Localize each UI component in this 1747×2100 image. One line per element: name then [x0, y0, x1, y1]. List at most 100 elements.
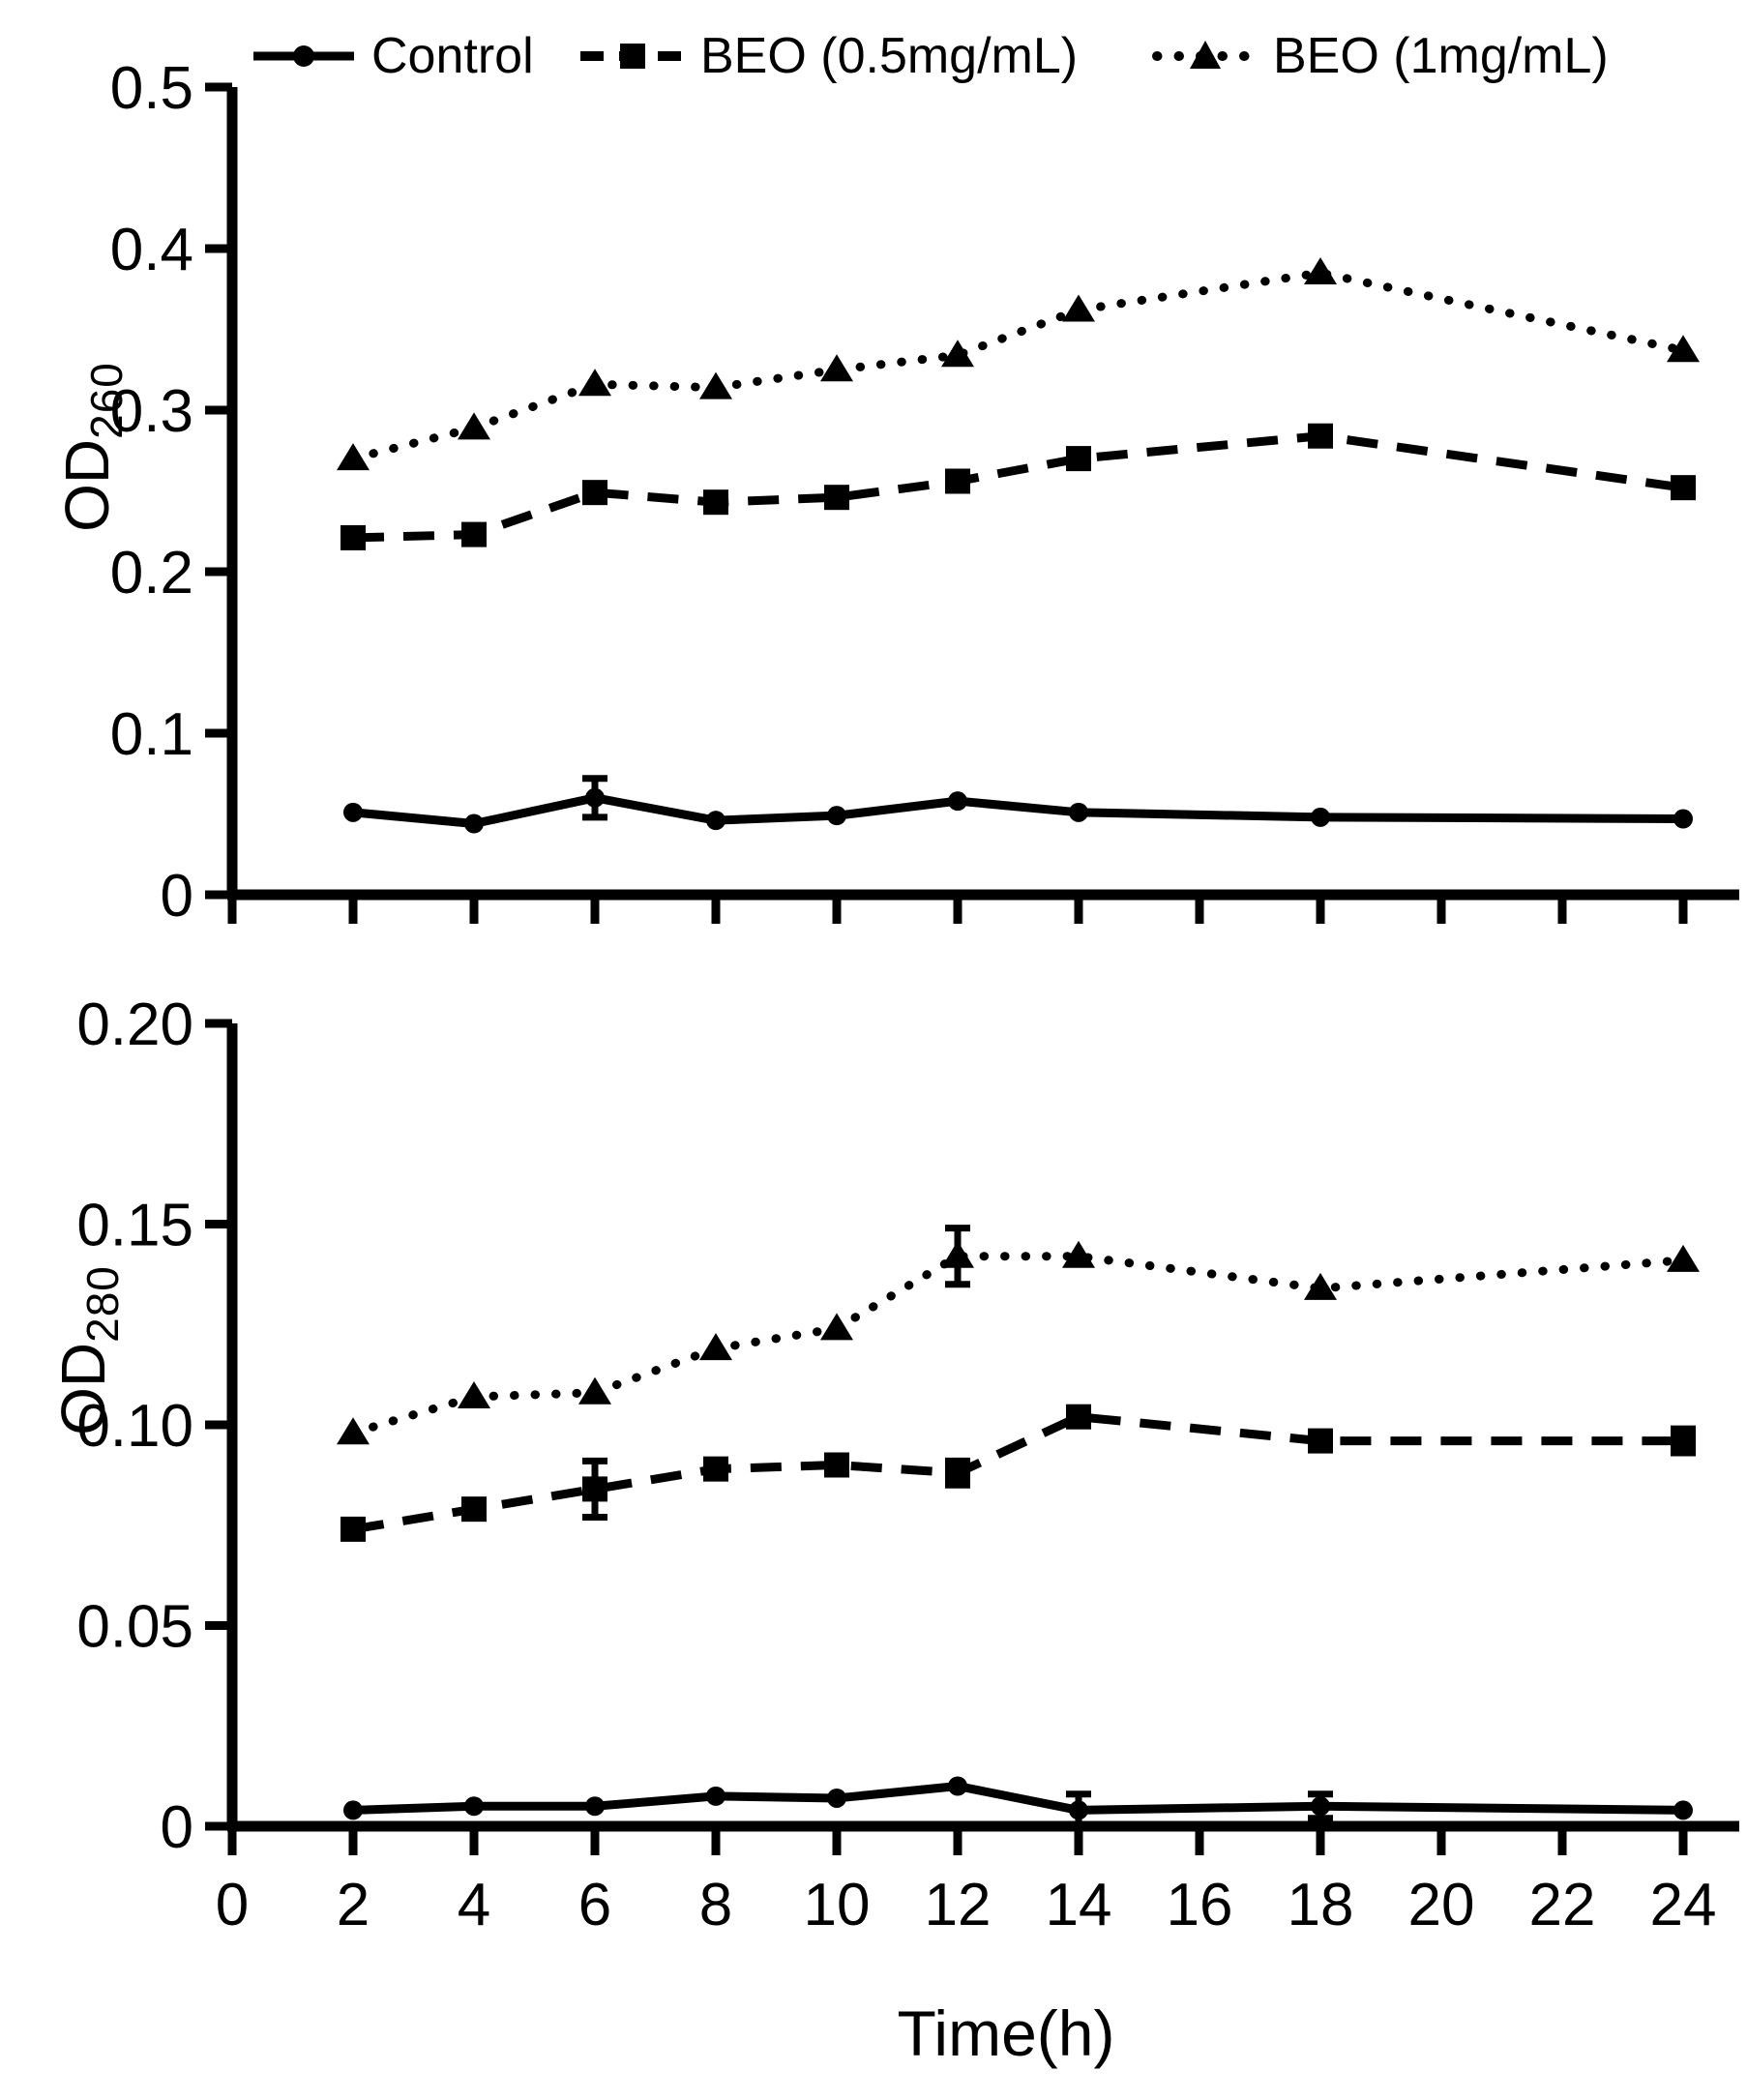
x-tick-label: 24 [1650, 1872, 1717, 1938]
x-tick-label: 6 [578, 1872, 611, 1938]
marker-circle [948, 791, 967, 812]
y-tick-label: 0.5 [110, 55, 193, 122]
y-tick-label: 0 [161, 1794, 193, 1861]
marker-square [703, 489, 728, 516]
marker-circle [706, 1786, 725, 1806]
marker-circle [585, 1796, 605, 1817]
legend-label-beo-05: BEO (0.5mg/mL) [700, 28, 1079, 84]
marker-circle [827, 1788, 846, 1808]
x-tick-label: 16 [1167, 1872, 1233, 1938]
marker-triangle [1062, 1240, 1095, 1268]
marker-square [341, 524, 366, 550]
y-axis-title-od280: OD280 [47, 1265, 128, 1435]
series-line-dashed [352, 1412, 1683, 1534]
y-tick-label: 0.20 [76, 991, 193, 1058]
y-axis-title-od280-base: OD [48, 1342, 118, 1435]
x-tick-label: 18 [1288, 1872, 1354, 1938]
x-tick-label: 20 [1408, 1872, 1475, 1938]
x-tick-label: 14 [1046, 1872, 1112, 1938]
marker-square [945, 468, 970, 494]
legend-item-beo-1: BEO (1mg/mL) [1151, 25, 1609, 87]
x-tick-label: 12 [925, 1872, 992, 1938]
marker-square [341, 1516, 366, 1542]
marker-circle [464, 813, 484, 834]
x-tick-label: 8 [699, 1872, 732, 1938]
marker-triangle [1304, 1272, 1337, 1300]
y-axis-title-od260: OD260 [51, 362, 132, 532]
marker-circle [827, 806, 846, 826]
y-tick-label: 0.05 [76, 1594, 193, 1661]
marker-triangle [1667, 335, 1700, 363]
chart-legend: Control BEO (0.5mg/mL) BEO (1mg/mL) [0, 25, 1747, 93]
y-tick-label: 0.2 [110, 540, 193, 606]
marker-circle [948, 1776, 967, 1796]
y-tick-label: 0 [161, 863, 193, 930]
y-tick-label: 0.3 [110, 378, 193, 445]
series-line-solid [352, 1782, 1684, 1815]
marker-square [703, 1456, 728, 1482]
y-axis-title-od260-subscript: 260 [81, 362, 132, 439]
dotted-line-triangle-marker-icon [1152, 41, 1258, 69]
marker-circle [343, 1800, 363, 1820]
x-tick-label: 10 [804, 1872, 871, 1938]
marker-square [461, 521, 487, 547]
marker-triangle [458, 1380, 490, 1408]
y-tick-label: 0.10 [76, 1393, 193, 1460]
marker-square [1671, 1428, 1696, 1454]
legend-item-control: Control [250, 25, 534, 87]
marker-square [1066, 446, 1091, 472]
marker-triangle [941, 340, 974, 368]
marker-square [1308, 1428, 1333, 1454]
marker-triangle [1062, 294, 1095, 322]
marker-square [1671, 475, 1696, 501]
marker-triangle [820, 1313, 853, 1341]
series-line-solid [352, 793, 1684, 829]
marker-square [461, 1496, 487, 1523]
marker-square [1066, 1404, 1091, 1430]
series-line-dotted [348, 1252, 1688, 1437]
marker-circle [706, 811, 725, 831]
y-tick-label: 0.15 [76, 1193, 193, 1259]
series-line-dotted [348, 268, 1688, 463]
legend-label-beo-1: BEO (1mg/mL) [1273, 28, 1609, 84]
y-axis-title-od280-subscript: 280 [77, 1265, 128, 1343]
marker-triangle [1667, 1244, 1700, 1272]
marker-circle [1673, 809, 1693, 829]
y-tick-label: 0.1 [110, 701, 193, 768]
x-tick-label: 0 [216, 1872, 249, 1938]
marker-circle [1311, 807, 1330, 827]
marker-circle [1069, 802, 1088, 822]
marker-circle [1673, 1800, 1693, 1820]
y-axis-title-od260-base: OD [52, 438, 122, 532]
legend-label-control: Control [371, 28, 534, 84]
marker-square [582, 480, 607, 506]
x-tick-label: 22 [1529, 1872, 1596, 1938]
dashed-line-square-marker-icon [580, 44, 685, 69]
marker-triangle [699, 371, 732, 399]
marker-square [582, 1476, 607, 1502]
x-axis-title: Time(h) [897, 1997, 1115, 2069]
marker-triangle [337, 1417, 370, 1445]
marker-triangle [699, 1333, 732, 1361]
x-tick-label: 4 [458, 1872, 490, 1938]
solid-line-circle-marker-icon [253, 45, 354, 67]
marker-square [1308, 423, 1333, 449]
marker-triangle [1304, 257, 1337, 285]
x-tick-label: 2 [337, 1872, 370, 1938]
series-line-dashed [352, 431, 1684, 543]
marker-circle [1069, 1800, 1088, 1820]
marker-triangle [458, 412, 490, 440]
marker-triangle [820, 354, 853, 382]
marker-circle [1311, 1796, 1330, 1817]
legend-item-beo-05: BEO (0.5mg/mL) [578, 25, 1078, 87]
marker-circle [585, 787, 605, 808]
marker-circle [464, 1796, 484, 1817]
marker-triangle [941, 1240, 974, 1268]
marker-circle [343, 802, 363, 822]
marker-square [824, 1452, 849, 1478]
marker-triangle [337, 443, 370, 471]
marker-triangle [578, 369, 611, 397]
marker-square [824, 485, 849, 511]
